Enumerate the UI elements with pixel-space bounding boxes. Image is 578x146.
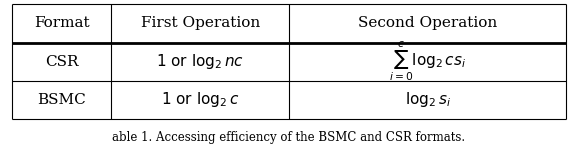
Text: Format: Format — [34, 16, 90, 31]
Text: $1\ \mathrm{or}\ \log_2 c$: $1\ \mathrm{or}\ \log_2 c$ — [161, 90, 239, 109]
Text: $\sum_{i=0}^{c} \log_2 cs_i$: $\sum_{i=0}^{c} \log_2 cs_i$ — [389, 40, 466, 83]
Text: able 1. Accessing efficiency of the BSMC and CSR formats.: able 1. Accessing efficiency of the BSMC… — [113, 131, 465, 144]
Text: Second Operation: Second Operation — [358, 16, 497, 31]
Text: $\log_2 s_i$: $\log_2 s_i$ — [405, 90, 451, 109]
Text: First Operation: First Operation — [140, 16, 260, 31]
Text: CSR: CSR — [45, 55, 78, 69]
Text: BSMC: BSMC — [37, 93, 86, 107]
Text: $1\ \mathrm{or}\ \log_2 nc$: $1\ \mathrm{or}\ \log_2 nc$ — [156, 52, 244, 71]
